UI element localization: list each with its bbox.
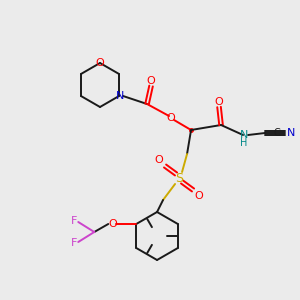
Text: S: S — [175, 172, 183, 184]
Text: N: N — [116, 91, 124, 101]
Text: O: O — [215, 97, 224, 107]
Text: F: F — [71, 238, 77, 248]
Text: N: N — [287, 128, 295, 138]
Text: F: F — [71, 216, 77, 226]
Text: O: O — [155, 155, 164, 165]
Text: O: O — [167, 113, 176, 123]
Text: O: O — [147, 76, 155, 86]
Text: O: O — [108, 219, 117, 229]
Text: C: C — [274, 128, 280, 138]
Text: O: O — [96, 58, 104, 68]
Text: H: H — [240, 138, 248, 148]
Text: N: N — [240, 130, 248, 140]
Text: O: O — [195, 191, 203, 201]
